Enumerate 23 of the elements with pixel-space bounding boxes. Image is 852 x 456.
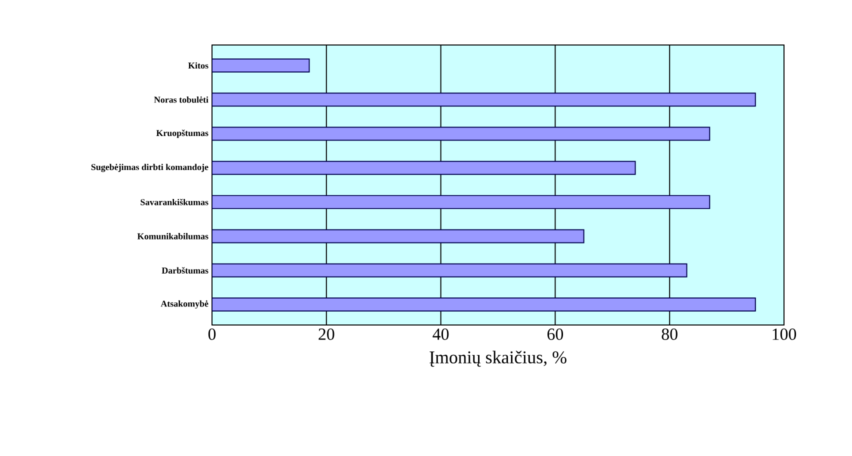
x-tick-label: 80 (662, 328, 678, 340)
y-tick-label: Komunikabilumas (137, 233, 208, 240)
y-tick-label: Noras tobulėti (154, 96, 208, 103)
bar (212, 298, 756, 312)
bar (212, 58, 310, 72)
bar (212, 92, 756, 107)
y-tick-label: Kruopštumas (156, 130, 208, 138)
bar (212, 263, 688, 278)
y-tick-label: Sugebėjimas dirbti komandoje (91, 164, 208, 172)
x-tick-label: 0 (208, 328, 216, 340)
bar (212, 126, 710, 141)
bar (212, 195, 710, 210)
x-axis-title: Įmonių skaičius, % (430, 350, 566, 367)
x-tick-label: 40 (432, 328, 449, 340)
y-tick-label: Atsakomybė (160, 300, 208, 309)
y-tick-label: Kitos (188, 62, 208, 69)
x-tick-label: 60 (547, 328, 564, 340)
x-tick-label: 100 (772, 328, 796, 340)
y-tick-label: Savarankiškumas (140, 198, 208, 206)
bar (212, 229, 584, 244)
x-tick-label: 20 (318, 328, 334, 340)
bar (212, 160, 636, 175)
y-tick-label: Darbštumas (162, 267, 208, 274)
